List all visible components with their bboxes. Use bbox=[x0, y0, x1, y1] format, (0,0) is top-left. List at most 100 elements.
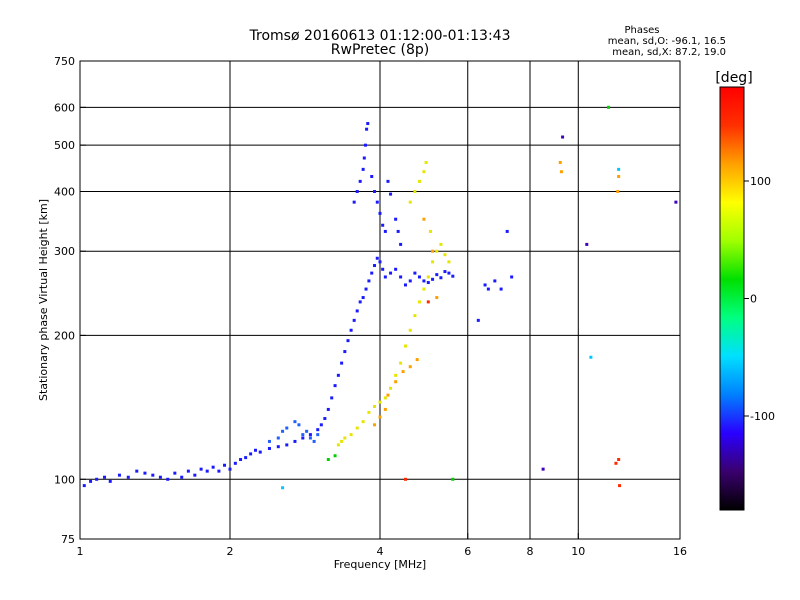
data-point bbox=[499, 287, 503, 291]
data-point bbox=[358, 300, 362, 304]
x-tick-label: 10 bbox=[571, 545, 585, 558]
data-point bbox=[408, 279, 412, 283]
colorbar-gradient bbox=[719, 86, 745, 511]
data-point bbox=[422, 170, 426, 174]
data-point bbox=[561, 135, 565, 139]
data-point bbox=[333, 384, 337, 388]
data-point bbox=[173, 471, 177, 475]
data-point bbox=[541, 467, 545, 471]
data-point bbox=[211, 465, 215, 469]
data-point bbox=[451, 477, 455, 481]
data-point bbox=[366, 122, 370, 126]
data-point bbox=[293, 439, 297, 443]
data-point bbox=[239, 457, 243, 461]
colorbar: [deg] 100 0 -100 bbox=[715, 70, 775, 511]
colorbar-ticks: 100 0 -100 bbox=[744, 175, 775, 423]
data-point bbox=[378, 400, 382, 404]
data-point bbox=[223, 463, 227, 467]
data-point bbox=[431, 249, 435, 253]
data-point bbox=[558, 160, 562, 164]
data-points bbox=[82, 105, 678, 490]
data-point bbox=[443, 253, 447, 257]
data-point bbox=[422, 279, 426, 283]
data-point bbox=[378, 415, 382, 419]
data-point bbox=[276, 445, 280, 449]
data-point bbox=[362, 156, 366, 160]
data-point bbox=[617, 167, 621, 171]
data-point bbox=[443, 270, 447, 274]
data-point bbox=[143, 471, 147, 475]
data-point bbox=[108, 479, 112, 483]
data-point bbox=[589, 355, 593, 359]
data-point bbox=[413, 189, 417, 193]
data-point bbox=[340, 361, 344, 365]
data-point bbox=[381, 223, 385, 227]
colorbar-label: [deg] bbox=[715, 70, 752, 86]
data-point bbox=[343, 350, 347, 354]
data-point bbox=[117, 473, 121, 477]
colorbar-tick-label: -100 bbox=[750, 410, 775, 423]
x-axis-label: Frequency [MHz] bbox=[334, 558, 426, 571]
data-point bbox=[426, 275, 430, 279]
data-point bbox=[370, 174, 374, 178]
data-point bbox=[370, 271, 374, 275]
data-point bbox=[305, 429, 309, 433]
data-point bbox=[383, 275, 387, 279]
data-point bbox=[253, 448, 257, 452]
data-point bbox=[367, 279, 371, 283]
data-point bbox=[373, 189, 377, 193]
data-point bbox=[431, 277, 435, 281]
data-point bbox=[375, 256, 379, 260]
data-point bbox=[301, 433, 305, 437]
x-axis: 1 2 4 6 8 10 16 bbox=[77, 533, 687, 558]
data-point bbox=[435, 296, 439, 300]
data-point bbox=[355, 189, 359, 193]
data-point bbox=[244, 456, 248, 460]
data-point bbox=[426, 300, 430, 304]
data-point bbox=[103, 475, 107, 479]
data-point bbox=[363, 143, 367, 147]
data-point bbox=[476, 318, 480, 322]
chart-title: Tromsø 20160613 01:12:00-01:13:43 bbox=[249, 28, 511, 44]
data-point bbox=[319, 423, 323, 427]
data-point bbox=[396, 229, 400, 233]
data-point bbox=[355, 309, 359, 313]
data-point bbox=[126, 475, 130, 479]
data-point bbox=[205, 469, 209, 473]
data-point bbox=[158, 475, 162, 479]
data-point bbox=[401, 370, 405, 374]
data-point bbox=[447, 271, 451, 275]
data-point bbox=[424, 160, 428, 164]
data-point bbox=[399, 242, 403, 246]
chart-subtitle: RwPretec (8p) bbox=[331, 42, 429, 58]
data-point bbox=[386, 393, 390, 397]
data-point bbox=[340, 439, 344, 443]
x-tick-label: 4 bbox=[377, 545, 384, 558]
data-point bbox=[439, 242, 443, 246]
data-point bbox=[249, 452, 253, 456]
data-point bbox=[505, 229, 509, 233]
data-point bbox=[352, 318, 356, 322]
x-tick-label: 1 bbox=[77, 545, 84, 558]
data-point bbox=[428, 229, 432, 233]
data-point bbox=[186, 469, 190, 473]
data-point bbox=[617, 174, 621, 178]
data-point bbox=[386, 179, 390, 183]
x-tick-label: 6 bbox=[464, 545, 471, 558]
data-point bbox=[383, 407, 387, 411]
data-point bbox=[378, 260, 382, 264]
data-point bbox=[422, 287, 426, 291]
data-point bbox=[618, 484, 622, 488]
y-tick-label: 75 bbox=[61, 533, 75, 546]
y-tick-label: 750 bbox=[54, 55, 75, 68]
data-point bbox=[336, 373, 340, 377]
stats-line-x: mean, sd,X: 87.2, 19.0 bbox=[612, 47, 726, 58]
data-point bbox=[367, 410, 371, 414]
data-point bbox=[343, 436, 347, 440]
data-point bbox=[617, 457, 621, 461]
data-point bbox=[383, 396, 387, 400]
data-point bbox=[308, 433, 312, 437]
data-point bbox=[383, 229, 387, 233]
stats-line-o: mean, sd,O: -96.1, 16.5 bbox=[608, 36, 726, 47]
data-point bbox=[510, 275, 514, 279]
